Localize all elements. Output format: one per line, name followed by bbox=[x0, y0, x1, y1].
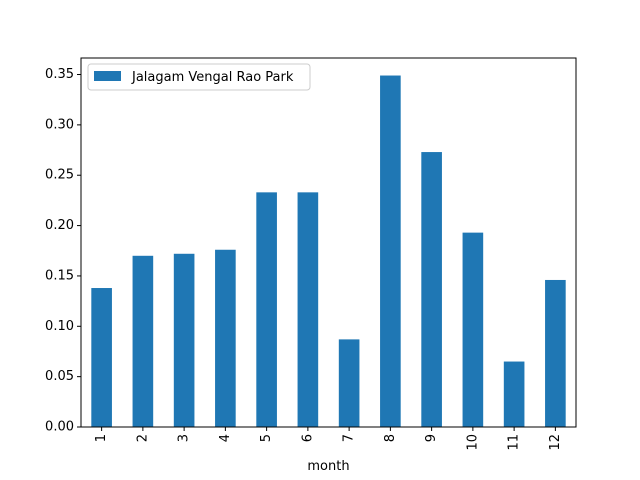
bar-month-3 bbox=[173, 253, 195, 427]
bar-month-2 bbox=[132, 255, 154, 427]
x-tick-label: 12 bbox=[548, 434, 563, 451]
bar-month-7 bbox=[338, 339, 360, 427]
y-axis-ticks: 0.00 0.05 0.10 0.15 0.20 0.25 0.30 0.35 bbox=[45, 67, 81, 435]
bar-month-6 bbox=[297, 192, 319, 427]
y-tick-label: 0.25 bbox=[45, 168, 74, 183]
x-axis-ticks: 1 2 3 4 5 6 7 8 9 10 11 12 bbox=[94, 427, 563, 451]
y-tick-label: 0.15 bbox=[45, 268, 74, 283]
plot-frame bbox=[80, 57, 577, 428]
x-tick-label: 8 bbox=[383, 434, 398, 442]
x-tick-label: 1 bbox=[94, 434, 109, 442]
legend: Jalagam Vengal Rao Park bbox=[87, 63, 311, 91]
x-tick-label: 4 bbox=[218, 434, 233, 442]
bar-month-12 bbox=[545, 279, 566, 427]
x-tick-label: 5 bbox=[259, 434, 274, 442]
bar-month-8 bbox=[380, 75, 401, 427]
x-tick-label: 3 bbox=[177, 434, 192, 442]
x-tick-label: 2 bbox=[135, 434, 150, 442]
legend-label: Jalagam Vengal Rao Park bbox=[131, 70, 294, 85]
bar-month-5 bbox=[256, 192, 277, 427]
x-axis-label: month bbox=[307, 459, 349, 474]
bars-group bbox=[91, 75, 566, 427]
x-tick-label: 11 bbox=[507, 434, 522, 451]
bar-month-10 bbox=[462, 232, 484, 427]
bar-month-1 bbox=[91, 288, 112, 427]
bar-month-4 bbox=[215, 249, 236, 427]
legend-swatch bbox=[94, 71, 121, 81]
x-tick-label: 7 bbox=[342, 434, 357, 442]
bar-month-11 bbox=[503, 361, 525, 427]
y-tick-label: 0.30 bbox=[45, 117, 74, 132]
bar-month-9 bbox=[421, 152, 442, 427]
x-tick-label: 9 bbox=[424, 434, 439, 442]
y-tick-label: 0.00 bbox=[45, 420, 74, 435]
x-tick-label: 10 bbox=[465, 434, 480, 451]
y-tick-label: 0.35 bbox=[45, 67, 74, 82]
x-tick-label: 6 bbox=[300, 434, 315, 442]
y-tick-label: 0.05 bbox=[45, 369, 74, 384]
y-tick-label: 0.20 bbox=[45, 218, 74, 233]
y-tick-label: 0.10 bbox=[45, 319, 74, 334]
legend-box bbox=[87, 63, 311, 91]
